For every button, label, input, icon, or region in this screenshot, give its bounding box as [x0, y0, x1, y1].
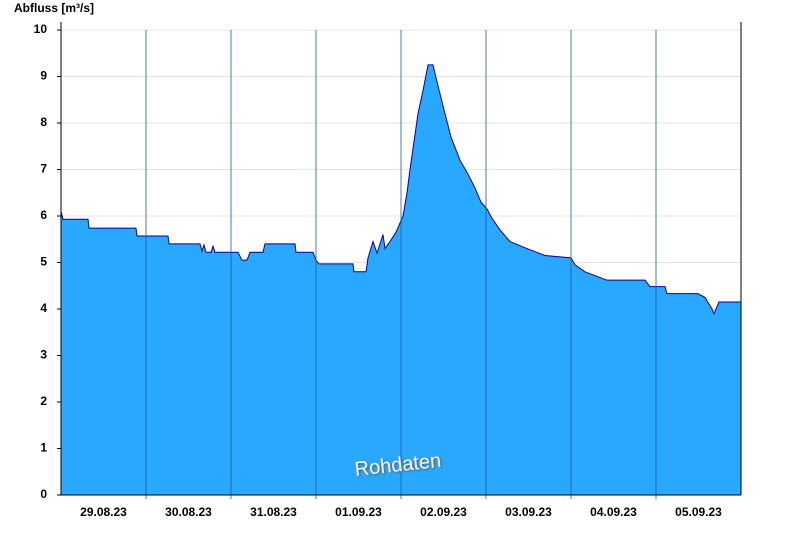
- y-tick-label: 5: [40, 255, 47, 269]
- y-tick-label: 7: [40, 162, 47, 176]
- y-tick-label: 0: [40, 487, 47, 501]
- x-tick-label: 05.09.23: [675, 505, 722, 519]
- x-tick-label: 03.09.23: [505, 505, 552, 519]
- y-tick-label: 1: [40, 441, 47, 455]
- y-axis-label: Abfluss [m³/s]: [14, 1, 94, 15]
- y-tick-label: 4: [40, 301, 47, 315]
- x-tick-label: 31.08.23: [250, 505, 297, 519]
- y-tick-label: 6: [40, 208, 47, 222]
- y-tick-label: 9: [40, 69, 47, 83]
- x-tick-label: 30.08.23: [165, 505, 212, 519]
- x-tick-label: 29.08.23: [80, 505, 127, 519]
- x-tick-label: 01.09.23: [335, 505, 382, 519]
- y-tick-label: 10: [34, 22, 48, 36]
- x-tick-label: 04.09.23: [590, 505, 637, 519]
- y-tick-label: 2: [40, 394, 47, 408]
- x-tick-label: 02.09.23: [420, 505, 467, 519]
- y-tick-label: 8: [40, 115, 47, 129]
- y-tick-label: 3: [40, 348, 47, 362]
- line: [60, 64, 741, 315]
